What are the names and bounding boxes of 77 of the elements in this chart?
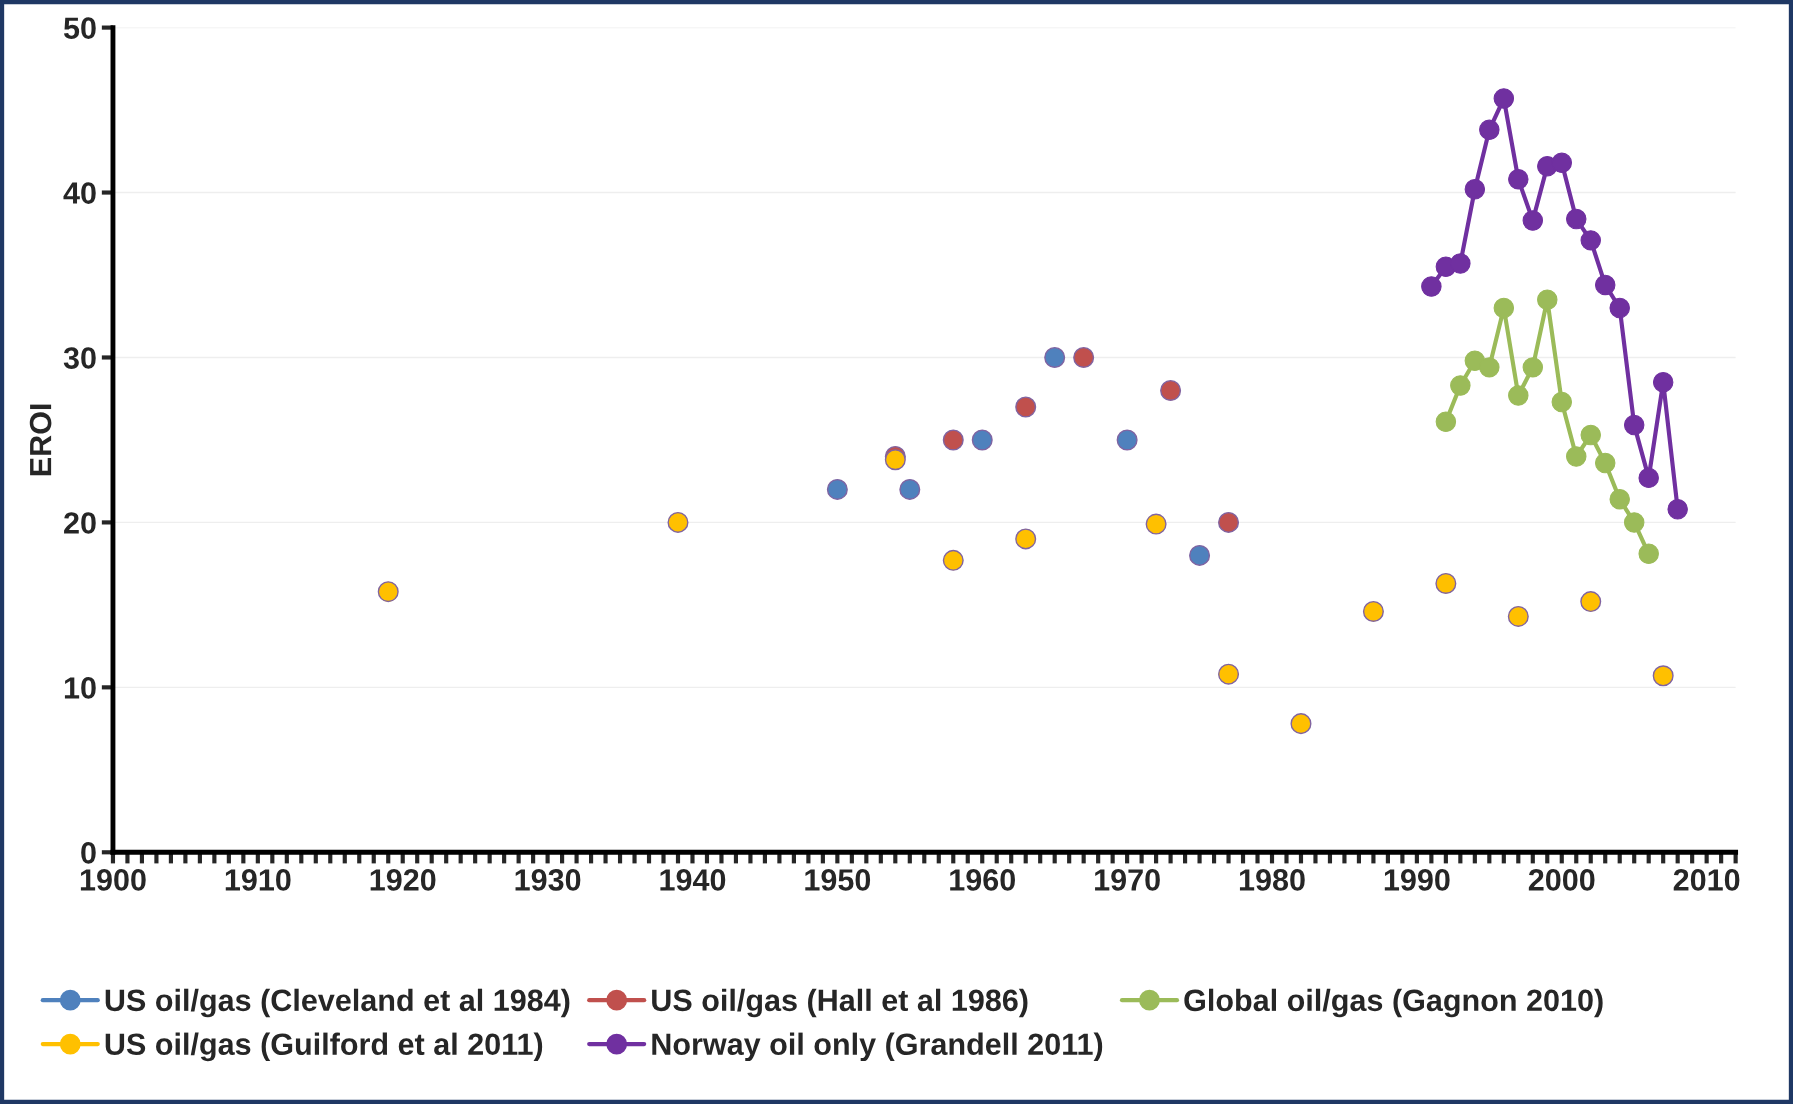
point [1450, 253, 1471, 274]
point [1508, 385, 1529, 406]
point [1551, 391, 1573, 413]
point [1638, 467, 1659, 489]
x-tick-label: 1950 [805, 869, 871, 891]
x-tick-label: 1920 [370, 869, 436, 891]
legend-label: US oil/gas (Hall et al 1986) [652, 988, 1028, 1018]
y-tick-label: 10 [64, 677, 96, 699]
point [942, 429, 964, 451]
point [1580, 230, 1601, 251]
point [1537, 289, 1558, 310]
point [1479, 357, 1500, 378]
x-tick-label: 1990 [1384, 869, 1450, 891]
point [667, 511, 689, 533]
point [1667, 498, 1688, 520]
y-tick-label: 30 [63, 347, 96, 369]
point [1594, 452, 1616, 474]
point [1609, 297, 1630, 319]
point [1507, 605, 1529, 627]
legend-label: Global oil/gas (Gagnon 2010) [1184, 988, 1603, 1018]
point [1015, 528, 1037, 550]
point [1073, 346, 1095, 368]
x-tick-label: 2000 [1528, 869, 1595, 891]
point [1566, 208, 1587, 230]
point [1508, 169, 1529, 190]
point [826, 478, 848, 500]
point [971, 429, 993, 451]
point [1218, 663, 1240, 685]
x-tick-label: 1980 [1239, 869, 1305, 891]
point [1464, 179, 1486, 200]
y-tick-label: 0 [81, 842, 96, 864]
point [377, 581, 399, 603]
x-tick-label: 1940 [660, 869, 726, 891]
point [1015, 396, 1037, 418]
point [1623, 414, 1645, 436]
point [1044, 346, 1066, 368]
point [1652, 371, 1674, 393]
y-axis-title: EROI [29, 404, 52, 476]
point [1609, 489, 1630, 510]
point [1522, 210, 1544, 231]
point [1493, 88, 1515, 109]
x-tick-label: 1900 [80, 869, 146, 891]
point [1189, 544, 1211, 566]
point [1623, 512, 1645, 533]
x-tick-label: 1910 [225, 869, 291, 891]
point [1566, 446, 1587, 467]
y-tick-label: 40 [63, 182, 96, 204]
y-tick-label: 50 [63, 17, 96, 39]
point [1594, 274, 1616, 296]
point [1493, 297, 1515, 319]
point [942, 549, 964, 571]
point [1580, 424, 1601, 446]
point [1551, 152, 1573, 174]
point [1116, 429, 1138, 451]
point [1450, 375, 1471, 396]
point [1435, 411, 1457, 433]
point [1290, 713, 1312, 735]
x-tick-label: 2010 [1673, 869, 1740, 891]
x-tick-label: 1960 [950, 869, 1015, 891]
point [1479, 119, 1500, 141]
legend-label: Norway oil only (Grandell 2011) [652, 1032, 1103, 1062]
point [1160, 379, 1182, 401]
point [1580, 591, 1602, 613]
point [1362, 600, 1384, 622]
point [1638, 543, 1659, 564]
x-tick-label: 1930 [515, 869, 581, 891]
x-tick-label: 1970 [1095, 869, 1160, 891]
legend-label: US oil/gas (Guilford et al 2011) [105, 1032, 543, 1062]
point [1421, 276, 1442, 297]
legend-label: US oil/gas (Cleveland et al 1984) [105, 988, 570, 1018]
point [1435, 572, 1457, 594]
y-tick-label: 20 [64, 512, 96, 534]
point [1145, 513, 1167, 535]
point [899, 478, 921, 500]
point [1218, 511, 1240, 533]
point [1522, 357, 1544, 378]
point [1652, 665, 1674, 687]
